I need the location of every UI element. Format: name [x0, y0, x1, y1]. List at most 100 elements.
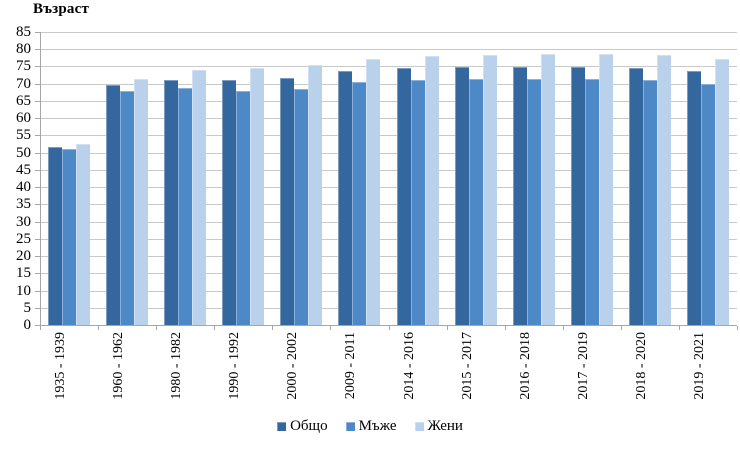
y-axis-tick	[35, 187, 40, 189]
legend-swatch-women-icon	[414, 422, 424, 431]
bar-общо-2009-2011	[338, 70, 353, 325]
gridline	[40, 273, 737, 275]
x-category-label: 2009 - 2011	[343, 332, 359, 400]
legend-swatch-total-icon	[277, 422, 287, 431]
legend-label-men: Мъже	[358, 418, 397, 434]
y-axis-line	[40, 32, 41, 325]
bar-жени-1960-1962	[134, 78, 149, 325]
y-tick-label: 70	[16, 75, 31, 92]
y-tick-label: 65	[16, 92, 31, 109]
x-category-label: 2018 - 2020	[633, 332, 649, 400]
legend-item-men: Мъже	[345, 418, 397, 435]
x-axis-tick	[504, 326, 506, 330]
y-tick-label: 75	[16, 58, 31, 75]
bar-мъже-2015-2017	[468, 79, 483, 325]
x-category-label: 1960 - 1962	[111, 332, 127, 400]
y-axis-tick	[35, 221, 40, 223]
y-tick-label: 40	[16, 179, 31, 196]
y-tick-label: 45	[16, 161, 31, 178]
y-tick-label: 55	[16, 127, 31, 144]
bar-мъже-1960-1962	[120, 91, 135, 325]
bar-общо-2019-2021	[686, 71, 701, 325]
x-axis-tick	[98, 326, 100, 330]
bar-общо-2015-2017	[454, 67, 469, 325]
y-axis-tick	[35, 66, 40, 68]
bar-мъже-1980-1982	[178, 88, 193, 325]
y-axis-tick	[35, 135, 40, 137]
y-axis-tick	[35, 290, 40, 292]
gridline	[40, 290, 737, 292]
legend-label-women: Жени	[427, 418, 463, 434]
gridline	[40, 238, 737, 240]
y-tick-label: 50	[16, 144, 31, 161]
y-axis-tick	[35, 152, 40, 154]
bar-мъже-2017-2019	[584, 78, 599, 325]
x-axis-tick	[620, 326, 622, 330]
gridline	[40, 32, 737, 33]
bar-жени-2000-2002	[308, 65, 323, 325]
bar-общо-2016-2018	[512, 67, 527, 325]
gridline	[40, 135, 737, 137]
x-axis-tick	[156, 326, 158, 330]
y-axis-tick	[35, 307, 40, 309]
gridline	[40, 66, 737, 68]
y-axis-tick	[35, 325, 40, 326]
x-axis-line	[40, 325, 737, 326]
bar-мъже-1990-1992	[236, 90, 251, 325]
x-axis-tick	[737, 326, 738, 330]
bar-общо-1990-1992	[222, 79, 237, 325]
gridline	[40, 307, 737, 309]
x-axis-tick	[40, 326, 41, 330]
bar-жени-1990-1992	[250, 67, 265, 325]
gridline	[40, 100, 737, 102]
bar-жени-2016-2018	[540, 54, 555, 325]
legend-item-total: Общо	[277, 418, 328, 435]
bar-общо-2018-2020	[628, 67, 643, 325]
bar-жени-2014-2016	[424, 55, 439, 325]
gridline	[40, 169, 737, 171]
y-axis-tick	[35, 169, 40, 171]
bar-жени-2009-2011	[366, 58, 381, 325]
y-axis-tick	[35, 204, 40, 206]
gridline	[40, 49, 737, 51]
y-axis-title: Възраст	[33, 1, 90, 17]
x-category-label: 2017 - 2019	[575, 332, 591, 400]
y-tick-label: 20	[16, 248, 31, 265]
gridline	[40, 118, 737, 120]
x-axis-tick	[562, 326, 564, 330]
bar-жени-2018-2020	[656, 55, 671, 325]
bar-мъже-2019-2021	[700, 84, 715, 325]
bar-мъже-1935-1939	[62, 149, 77, 325]
gridline	[40, 221, 737, 223]
y-tick-label: 30	[16, 213, 31, 230]
x-axis-tick	[214, 326, 216, 330]
legend: Общо Мъже Жени	[0, 418, 740, 435]
legend-swatch-men-icon	[345, 422, 355, 431]
gridline	[40, 152, 737, 154]
x-category-label: 2014 - 2016	[401, 332, 417, 400]
y-axis-tick	[35, 49, 40, 51]
gridline	[40, 83, 737, 85]
y-tick-label: 85	[16, 24, 31, 40]
y-axis-tick	[35, 238, 40, 240]
x-axis-tick	[446, 326, 448, 330]
y-axis-tick	[35, 83, 40, 85]
bar-мъже-2000-2002	[294, 88, 309, 325]
bar-жени-1935-1939	[76, 143, 91, 325]
bar-жени-2019-2021	[714, 58, 729, 325]
bar-общо-1935-1939	[48, 146, 63, 325]
y-tick-label: 60	[16, 110, 31, 127]
y-tick-label: 10	[16, 282, 31, 299]
bar-общо-1980-1982	[164, 79, 179, 325]
bar-общо-2017-2019	[570, 66, 585, 325]
x-axis-tick	[330, 326, 332, 330]
bar-жени-1980-1982	[192, 70, 207, 325]
bar-мъже-2009-2011	[352, 81, 367, 325]
bar-жени-2015-2017	[482, 54, 497, 325]
x-axis-tick	[272, 326, 274, 330]
y-tick-label: 35	[16, 196, 31, 213]
legend-label-total: Общо	[290, 418, 328, 434]
y-axis-tick	[35, 32, 40, 33]
